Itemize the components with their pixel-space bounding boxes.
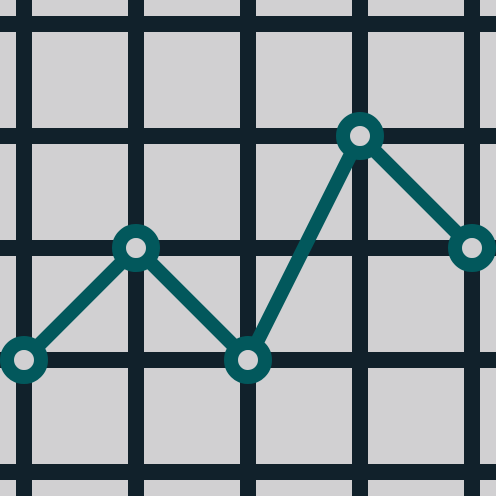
data-point-5 [448,224,496,272]
data-point-4 [336,112,384,160]
data-point-1 [0,336,48,384]
data-points [0,112,496,384]
data-point-2 [112,224,160,272]
data-point-3 [224,336,272,384]
